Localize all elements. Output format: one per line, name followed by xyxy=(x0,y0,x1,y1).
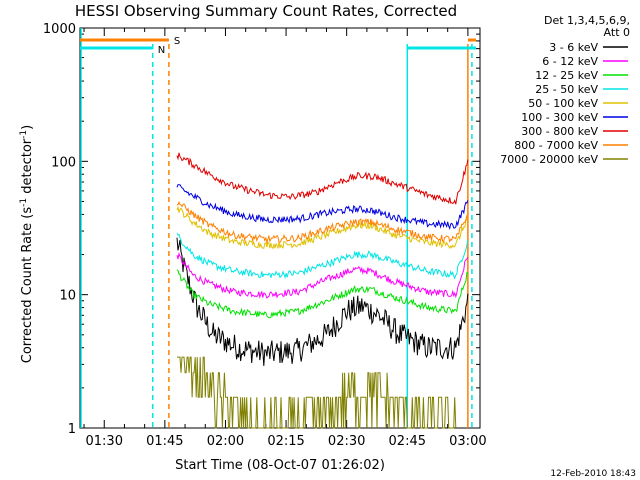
chart-title: HESSI Observing Summary Count Rates, Cor… xyxy=(75,2,457,20)
y-tick-label: 1000 xyxy=(43,22,76,37)
legend-header: Att 0 xyxy=(604,26,630,39)
series-line xyxy=(177,356,457,429)
series-line xyxy=(176,205,469,250)
night-flag-label: N xyxy=(158,45,165,56)
plot-area: 01:30 01:45 02:00 02:15 02:30 02:45 03:00 1 10 10… xyxy=(43,22,487,449)
x-tick-label: 02:30 xyxy=(328,434,365,449)
series-line xyxy=(177,201,469,245)
x-tick-label: 01:45 xyxy=(146,434,183,449)
legend-label: 25 - 50 keV xyxy=(535,83,598,96)
x-tick-label: 01:30 xyxy=(86,434,123,449)
y-axis-label-mid: detector xyxy=(20,138,35,198)
legend-label: 100 - 300 keV xyxy=(521,111,598,124)
y-axis-label-sup2: -1 xyxy=(19,130,29,139)
y-tick-label: 100 xyxy=(51,155,76,170)
legend-label: 800 - 7000 keV xyxy=(514,139,598,152)
series-line xyxy=(176,251,469,299)
x-tick-label: 02:00 xyxy=(207,434,244,449)
timestamp: 12-Feb-2010 18:43 xyxy=(550,469,636,479)
series-line xyxy=(176,233,469,280)
legend-label: 3 - 6 keV xyxy=(549,41,598,54)
legend-label: 50 - 100 keV xyxy=(528,97,598,110)
series-line xyxy=(176,152,469,205)
y-axis-label-sup1: -1 xyxy=(19,198,29,207)
y-axis-label: Corrected Count Rate (s-1 detector-1) xyxy=(19,125,35,363)
legend-label: 300 - 800 keV xyxy=(521,125,598,138)
legend-label: 7000 - 20000 keV xyxy=(500,153,598,166)
series-line xyxy=(176,184,469,230)
series-line xyxy=(176,237,469,366)
saa-flag-label: S xyxy=(174,36,180,47)
x-tick-label: 02:45 xyxy=(389,434,426,449)
x-tick-label: 02:15 xyxy=(267,434,304,449)
y-tick-label: 1 xyxy=(68,422,76,437)
legend-label: 6 - 12 keV xyxy=(542,55,598,68)
y-axis-label-end: ) xyxy=(20,125,35,130)
y-tick-label: 10 xyxy=(59,289,76,304)
x-tick-label: 03:00 xyxy=(449,434,486,449)
legend-label: 12 - 25 keV xyxy=(535,69,598,82)
x-axis-label: Start Time (08-Oct-07 01:26:02) xyxy=(175,458,385,473)
y-axis-label-main: Corrected Count Rate (s xyxy=(20,207,35,364)
legend-header: Det 1,3,4,5,6,9, xyxy=(544,14,630,27)
series-line xyxy=(176,269,469,319)
plot-frame xyxy=(79,27,481,429)
